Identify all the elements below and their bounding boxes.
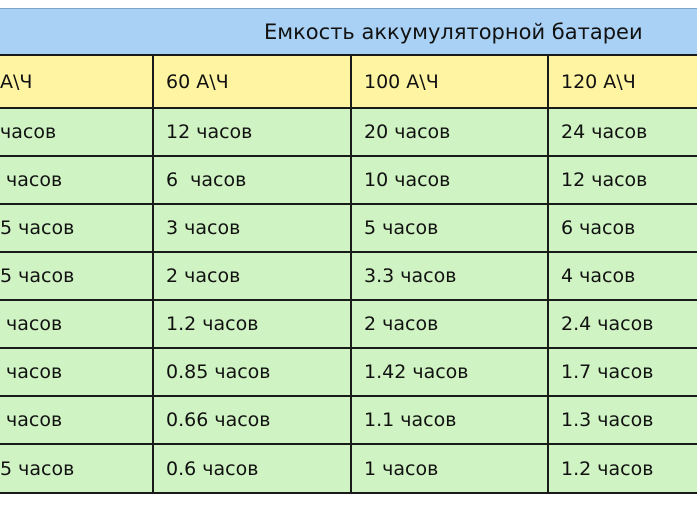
table-cell: 12 часов xyxy=(153,108,352,157)
table-cell: 0.85 часов xyxy=(153,348,352,397)
table-cell: 3 часов xyxy=(153,204,352,253)
table-cell: 12 часов xyxy=(548,156,697,205)
table-cell: 6 часов xyxy=(548,204,697,253)
capacity-table: А\Ч 60 А\Ч 100 А\Ч 120 А\Ч часов 12 часо… xyxy=(0,56,697,494)
table-cell: часов xyxy=(0,396,154,445)
table-cell: 0.66 часов xyxy=(153,396,352,445)
table-cell: 2.4 часов xyxy=(548,300,697,349)
table-cell: 1.1 часов xyxy=(351,396,549,445)
table-cell: 1.2 часов xyxy=(153,300,352,349)
table-row: 5 часов 0.6 часов 1 часов 1.2 часов xyxy=(0,444,697,494)
table-cell: часов xyxy=(0,300,154,349)
table-row: часов 12 часов 20 часов 24 часов xyxy=(0,108,697,157)
table-cell: часов xyxy=(0,108,154,157)
table-cell: 1.7 часов xyxy=(548,348,697,397)
table-cell: часов xyxy=(0,348,154,397)
title-bar: Емкость аккумуляторной батареи xyxy=(0,8,697,56)
table-row: часов 0.85 часов 1.42 часов 1.7 часов xyxy=(0,348,697,397)
table-cell: 5 часов xyxy=(351,204,549,253)
table-title: Емкость аккумуляторной батареи xyxy=(264,20,643,44)
table-row: часов 6 часов 10 часов 12 часов xyxy=(0,156,697,205)
table-cell: 4 часов xyxy=(548,252,697,301)
table-cell: 1 часов xyxy=(351,444,549,494)
header-cell-100ah: 100 А\Ч xyxy=(351,56,549,109)
table-row: часов 0.66 часов 1.1 часов 1.3 часов xyxy=(0,396,697,445)
table-cell: 2 часов xyxy=(153,252,352,301)
table-cell: 20 часов xyxy=(351,108,549,157)
table-cell: 10 часов xyxy=(351,156,549,205)
table-cell: 24 часов xyxy=(548,108,697,157)
table-row: 5 часов 2 часов 3.3 часов 4 часов xyxy=(0,252,697,301)
table-cell: 1.3 часов xyxy=(548,396,697,445)
table-cell: 0.6 часов xyxy=(153,444,352,494)
table-cell: 3.3 часов xyxy=(351,252,549,301)
header-cell-ah: А\Ч xyxy=(0,56,154,109)
table-cell: 1.2 часов xyxy=(548,444,697,494)
table-cell: 1.42 часов xyxy=(351,348,549,397)
table-cell: 5 часов xyxy=(0,252,154,301)
table-cell: 5 часов xyxy=(0,204,154,253)
table-cell: 2 часов xyxy=(351,300,549,349)
header-row: А\Ч 60 А\Ч 100 А\Ч 120 А\Ч xyxy=(0,56,697,109)
table-row: часов 1.2 часов 2 часов 2.4 часов xyxy=(0,300,697,349)
header-cell-60ah: 60 А\Ч xyxy=(153,56,352,109)
table-cell: 6 часов xyxy=(153,156,352,205)
table-cell: часов xyxy=(0,156,154,205)
table-row: 5 часов 3 часов 5 часов 6 часов xyxy=(0,204,697,253)
table-cell: 5 часов xyxy=(0,444,154,494)
header-cell-120ah: 120 А\Ч xyxy=(548,56,697,109)
